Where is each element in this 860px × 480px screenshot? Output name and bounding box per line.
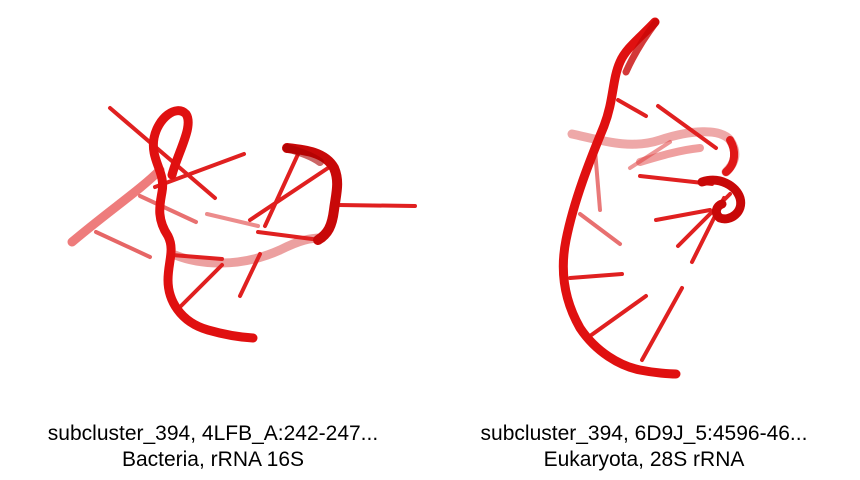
caption-subtitle-left: Bacteria, rRNA 16S — [121, 448, 305, 471]
structure-panel-left: subcluster_394, 4LFB_A:242-247... Bacter… — [47, 106, 417, 471]
structure-panel-right: subcluster_394, 6D9J_5:4596-46... Eukary… — [430, 0, 860, 480]
caption-subtitle-right: Eukaryota, 28S rRNA — [543, 448, 745, 471]
caption-title-left: subcluster_394, 4LFB_A:242-247... — [47, 422, 379, 445]
rna-structure-render-right — [558, 17, 746, 379]
caption-title-right: subcluster_394, 6D9J_5:4596-46... — [480, 422, 808, 445]
rna-structure-render-left — [67, 106, 417, 343]
